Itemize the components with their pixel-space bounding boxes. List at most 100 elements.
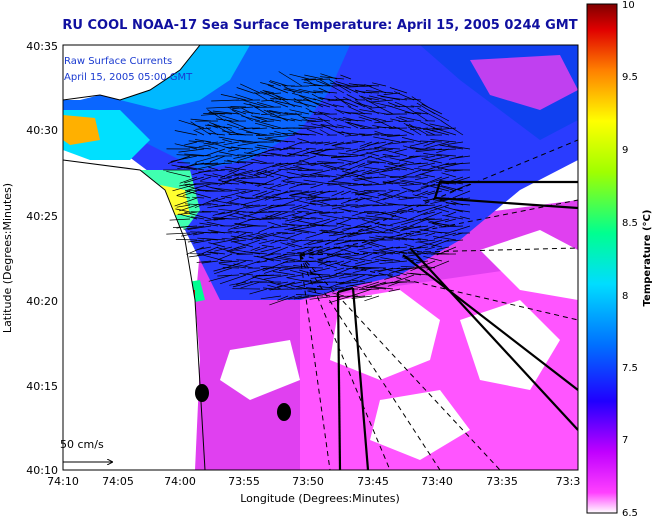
current-vector [254,120,282,129]
current-vector [226,246,240,252]
current-vector [338,83,359,94]
current-vector [404,243,415,248]
current-vector [387,163,415,171]
current-vector [386,134,408,137]
current-vector [320,214,345,220]
current-vector [400,155,422,161]
current-vector [442,214,464,220]
current-vector [268,288,289,291]
current-vector [409,141,429,147]
current-vector [319,111,331,115]
current-vector [380,96,408,101]
current-vector [383,268,408,276]
current-vector [420,121,436,129]
current-vector [218,260,240,264]
current-vector [433,207,450,213]
current-vector [236,259,254,262]
current-vector [254,183,275,186]
current-vector [201,254,226,262]
current-vector [274,239,289,242]
current-vector [369,99,394,103]
current-vector [261,113,275,115]
current-vector [377,190,394,197]
current-vector [210,231,233,234]
current-vector [353,260,380,267]
current-vector [363,286,387,290]
current-vector [396,267,422,270]
current-vector [219,274,247,285]
current-vector [226,169,254,178]
current-vector [317,260,338,264]
current-vector [268,210,296,213]
current-vector [251,158,268,164]
current-vector [267,134,296,139]
current-vector [197,189,219,192]
current-vector [372,117,394,129]
current-vector [298,141,317,144]
current-vector [254,146,268,150]
current-vector [330,254,359,262]
current-vector [224,119,247,129]
colorbar-tick: 7 [622,435,628,446]
current-vector [212,110,240,115]
current-vector [321,229,345,234]
current-vector [388,218,401,221]
current-vector [281,132,310,136]
current-vector [296,183,317,186]
current-vector [239,273,254,276]
current-vector [184,153,212,157]
current-vector [256,101,275,108]
current-vector [353,295,366,298]
current-vector [455,155,471,159]
current-vector [380,257,401,262]
current-vector [175,239,198,241]
current-vector [274,139,296,143]
current-vector [318,211,338,215]
current-vector [200,181,226,185]
current-vector [256,144,282,150]
current-vector [340,260,352,266]
current-vector [409,232,429,237]
current-vector [396,237,422,241]
current-vector [358,177,380,185]
current-vector [379,246,394,252]
current-vector [221,176,247,183]
current-vector [444,218,457,223]
current-vector [287,180,310,185]
current-vector [192,169,212,175]
current-vector [289,153,310,157]
current-vector [331,190,345,197]
current-vector [388,288,401,292]
current-vector [345,281,373,287]
current-vector [297,211,310,213]
current-vector [317,274,345,281]
current-vector [425,232,436,237]
current-vector [217,274,240,277]
current-vector [388,189,401,192]
current-vector [292,133,317,136]
current-vector [326,182,338,185]
current-vector [415,112,429,115]
current-vector [332,169,359,181]
current-vector [318,253,345,260]
current-vector [187,189,212,192]
current-vector [422,183,450,192]
current-vector [247,235,268,241]
current-vector [255,195,275,199]
current-vector [390,118,401,122]
current-vector [384,155,401,158]
current-vector [319,218,338,226]
current-vector [254,92,268,101]
current-vector [298,124,324,129]
current-vector [333,211,345,214]
current-vector [224,166,247,171]
current-vector [261,217,282,220]
current-vector [232,106,254,109]
current-vector [200,176,212,181]
current-vector [261,120,275,122]
current-vector [404,98,422,101]
current-vector [196,204,212,206]
current-vector [334,146,352,150]
current-vector [170,155,198,162]
current-vector [400,265,429,269]
